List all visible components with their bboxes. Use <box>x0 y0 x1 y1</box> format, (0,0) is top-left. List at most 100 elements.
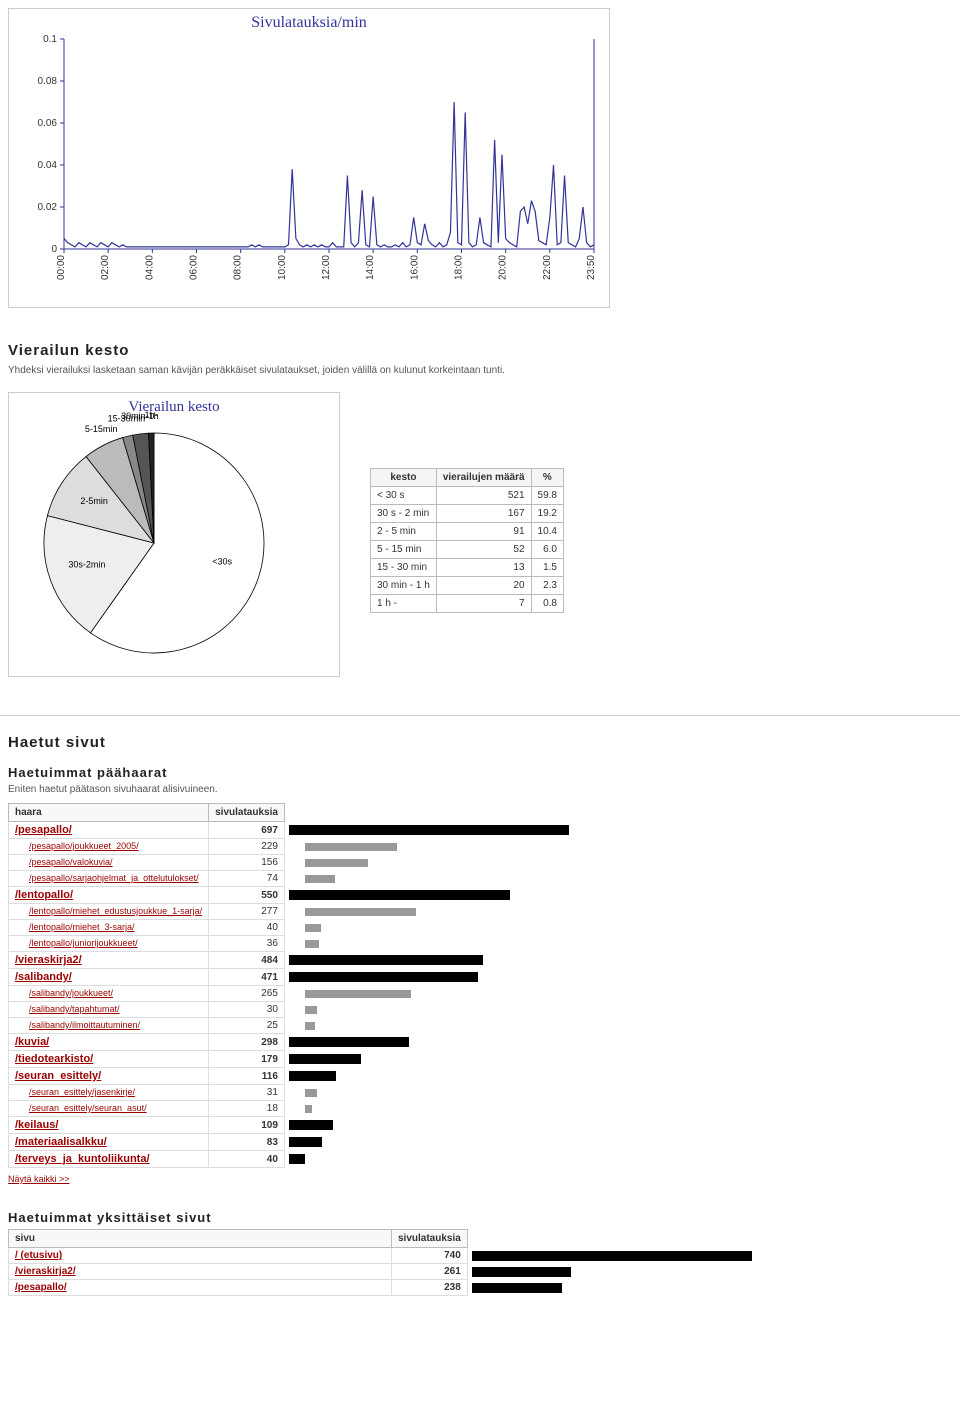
svg-text:1h-: 1h- <box>145 410 158 420</box>
branch-row: /materiaalisalkku/83 <box>9 1134 574 1151</box>
branch-link[interactable]: /vieraskirja2/ <box>15 954 82 966</box>
dur-header: vierailujen määrä <box>436 469 531 487</box>
svg-text:18:00: 18:00 <box>454 255 465 280</box>
branch-row: /terveys_ja_kuntoliikunta/40 <box>9 1151 574 1168</box>
bar <box>472 1267 571 1277</box>
bar <box>289 972 478 982</box>
branch-row: /pesapallo/sarjaohjelmat_ja_ottelutuloks… <box>9 871 574 887</box>
col-haara: haara <box>9 804 209 822</box>
branch-row: /seuran_esittely/116 <box>9 1068 574 1085</box>
svg-text:0: 0 <box>51 244 57 255</box>
bar <box>305 908 416 916</box>
branch-link[interactable]: /pesapallo/joukkueet_2005/ <box>29 841 139 851</box>
single-page-link[interactable]: /vieraskirja2/ <box>15 1266 76 1277</box>
branch-row: /lentopallo/miehet_edustusjoukkue_1-sarj… <box>9 904 574 920</box>
branch-row: /tiedotearkisto/179 <box>9 1051 574 1068</box>
col-sivulatauksia2: sivulatauksia <box>392 1230 468 1248</box>
branch-link[interactable]: /kuvia/ <box>15 1036 49 1048</box>
dur-row: 1 h -70.8 <box>371 595 564 613</box>
fetched-pages-heading: Haetut sivut <box>8 734 952 751</box>
svg-text:5-15min: 5-15min <box>85 424 118 434</box>
svg-text:0.08: 0.08 <box>38 76 58 87</box>
branch-row: /lentopallo/550 <box>9 887 574 904</box>
single-pages-table: sivu sivulatauksia / (etusivu)740/vieras… <box>8 1229 757 1296</box>
single-page-link[interactable]: /pesapallo/ <box>15 1282 67 1293</box>
branch-row: /keilaus/109 <box>9 1117 574 1134</box>
fetched-pages-subheading: Haetuimmat päähaarat <box>8 765 952 780</box>
branch-link[interactable]: /salibandy/ <box>15 971 72 983</box>
dur-row: 5 - 15 min526.0 <box>371 541 564 559</box>
branch-link[interactable]: /terveys_ja_kuntoliikunta/ <box>15 1153 150 1165</box>
col-sivulatauksia: sivulatauksia <box>209 804 285 822</box>
svg-text:20:00: 20:00 <box>498 255 509 280</box>
pie-chart-box: Vierailun kesto<30s30s-2min2-5min5-15min… <box>8 392 340 677</box>
branch-link[interactable]: /materiaalisalkku/ <box>15 1136 107 1148</box>
single-page-link[interactable]: / (etusivu) <box>15 1250 62 1261</box>
branch-row: /salibandy/tapahtumat/30 <box>9 1002 574 1018</box>
fetched-pages-desc: Eniten haetut päätason sivuhaarat alisiv… <box>8 784 952 795</box>
svg-text:10:00: 10:00 <box>277 255 288 280</box>
dur-row: 30 min - 1 h202.3 <box>371 577 564 595</box>
branch-link[interactable]: /pesapallo/sarjaohjelmat_ja_ottelutuloks… <box>29 873 199 883</box>
branch-link[interactable]: /lentopallo/juniorijoukkueet/ <box>29 938 138 948</box>
branch-link[interactable]: /seuran_esittely/seuran_asut/ <box>29 1103 147 1113</box>
bar <box>289 955 483 965</box>
branch-row: /kuvia/298 <box>9 1034 574 1051</box>
branch-link[interactable]: /seuran_esittely/jasenkirje/ <box>29 1087 135 1097</box>
svg-text:<30s: <30s <box>212 557 232 567</box>
svg-text:0.02: 0.02 <box>38 202 58 213</box>
svg-text:12:00: 12:00 <box>321 255 332 280</box>
bar <box>305 940 319 948</box>
branch-row: /salibandy/joukkueet/265 <box>9 986 574 1002</box>
branch-row: /vieraskirja2/484 <box>9 952 574 969</box>
branch-link[interactable]: /salibandy/joukkueet/ <box>29 988 113 998</box>
bar <box>289 1071 336 1081</box>
branch-link[interactable]: /seuran_esittely/ <box>15 1070 101 1082</box>
branch-link[interactable]: /tiedotearkisto/ <box>15 1053 93 1065</box>
branch-link[interactable]: /lentopallo/miehet_3-sarja/ <box>29 922 135 932</box>
branch-link[interactable]: /salibandy/ilmoittautuminen/ <box>29 1020 140 1030</box>
branch-link[interactable]: /keilaus/ <box>15 1119 58 1131</box>
col-sivu: sivu <box>9 1230 392 1248</box>
bar <box>472 1251 752 1261</box>
svg-text:06:00: 06:00 <box>189 255 200 280</box>
bar <box>305 843 397 851</box>
bar <box>289 1120 333 1130</box>
single-pages-heading: Haetuimmat yksittäiset sivut <box>8 1210 952 1225</box>
dur-row: 15 - 30 min131.5 <box>371 559 564 577</box>
bar <box>305 875 335 883</box>
dur-row: 30 s - 2 min16719.2 <box>371 505 564 523</box>
bar <box>289 825 569 835</box>
branch-link[interactable]: /pesapallo/valokuvia/ <box>29 857 113 867</box>
bar <box>289 890 510 900</box>
bar <box>289 1154 305 1164</box>
bar <box>472 1283 562 1293</box>
bar <box>305 1089 317 1097</box>
pie-chart: Vierailun kesto<30s30s-2min2-5min5-15min… <box>9 393 339 673</box>
dur-header: % <box>531 469 563 487</box>
bar <box>305 1022 315 1030</box>
svg-text:23:50: 23:50 <box>586 255 597 280</box>
svg-text:Sivulatauksia/min: Sivulatauksia/min <box>251 14 367 31</box>
svg-text:0.04: 0.04 <box>38 160 58 171</box>
branch-row: /pesapallo/joukkueet_2005/229 <box>9 839 574 855</box>
svg-text:08:00: 08:00 <box>233 255 244 280</box>
bar <box>305 924 321 932</box>
single-row: /pesapallo/238 <box>9 1280 757 1296</box>
branch-link[interactable]: /salibandy/tapahtumat/ <box>29 1004 120 1014</box>
branch-link[interactable]: /lentopallo/miehet_edustusjoukkue_1-sarj… <box>29 906 202 916</box>
dur-row: < 30 s52159.8 <box>371 487 564 505</box>
branch-link[interactable]: /lentopallo/ <box>15 889 73 901</box>
branch-link[interactable]: /pesapallo/ <box>15 824 72 836</box>
svg-text:02:00: 02:00 <box>100 255 111 280</box>
branch-row: /seuran_esittely/seuran_asut/18 <box>9 1101 574 1117</box>
branch-row: /pesapallo/valokuvia/156 <box>9 855 574 871</box>
bar <box>305 859 368 867</box>
bar <box>305 1006 317 1014</box>
dur-header: kesto <box>371 469 437 487</box>
svg-text:16:00: 16:00 <box>409 255 420 280</box>
branch-table: haara sivulatauksia /pesapallo/697/pesap… <box>8 803 574 1168</box>
show-all-link[interactable]: Näytä kaikki >> <box>8 1174 70 1184</box>
svg-text:30s-2min: 30s-2min <box>68 560 105 570</box>
svg-text:04:00: 04:00 <box>144 255 155 280</box>
